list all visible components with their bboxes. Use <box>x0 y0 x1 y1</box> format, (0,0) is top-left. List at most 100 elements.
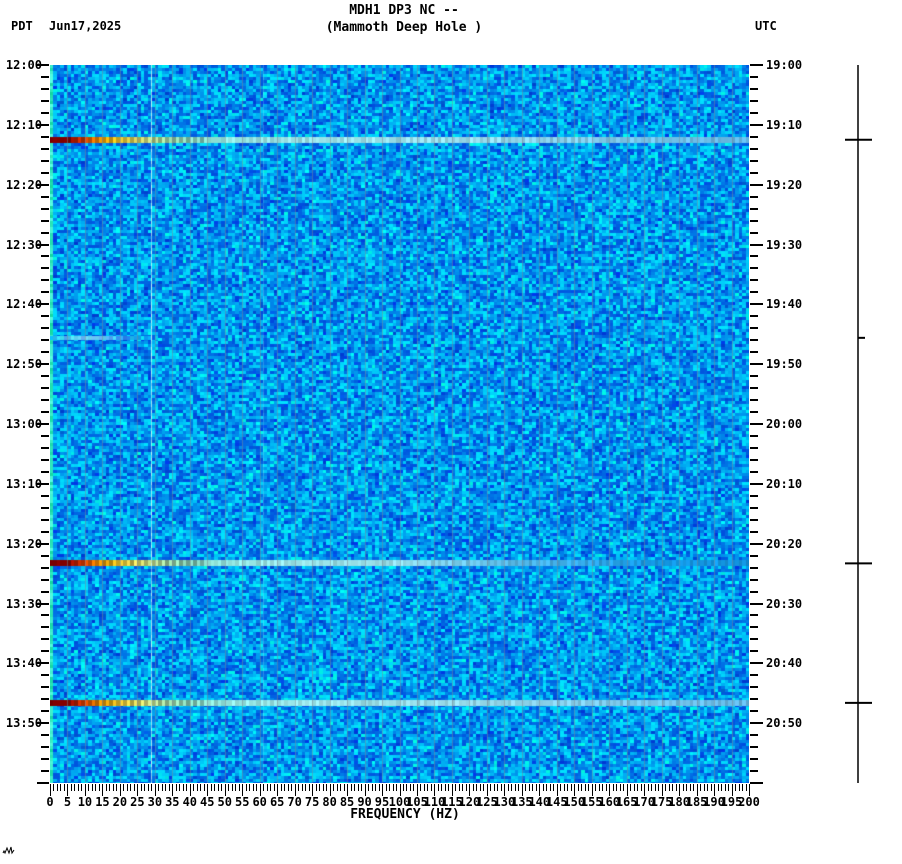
time-tick <box>41 267 49 269</box>
freq-tick <box>749 784 750 796</box>
freq-tick <box>232 784 233 791</box>
freq-label: 10 <box>77 795 93 809</box>
freq-tick <box>218 784 219 791</box>
time-tick <box>41 88 49 90</box>
freq-tick <box>557 784 558 796</box>
freq-tick <box>704 784 705 791</box>
freq-tick <box>728 784 729 791</box>
freq-tick <box>462 784 463 791</box>
freq-tick <box>235 784 236 791</box>
freq-label: 85 <box>339 795 355 809</box>
freq-tick <box>686 784 687 791</box>
time-tick <box>750 603 763 605</box>
freq-tick <box>592 784 593 796</box>
freq-tick <box>546 784 547 791</box>
freq-label: 35 <box>165 795 180 809</box>
time-tick <box>41 208 49 210</box>
time-tick <box>41 291 49 293</box>
amplitude-marker-line <box>845 65 872 783</box>
freq-tick <box>246 784 247 791</box>
freq-tick <box>679 784 680 796</box>
time-tick <box>750 447 758 449</box>
freq-tick <box>655 784 656 791</box>
freq-tick <box>525 784 526 791</box>
freq-tick <box>249 784 250 791</box>
freq-tick <box>400 784 401 796</box>
freq-tick <box>445 784 446 791</box>
time-label: 13:50 <box>5 716 42 730</box>
time-tick <box>41 674 49 676</box>
freq-tick <box>242 784 243 796</box>
time-tick <box>41 698 49 700</box>
freq-tick <box>441 784 442 791</box>
freq-tick <box>518 784 519 791</box>
time-tick <box>750 112 758 114</box>
freq-label: 145 <box>545 795 568 809</box>
freq-tick <box>718 784 719 791</box>
time-tick <box>750 148 758 150</box>
time-label: 13:30 <box>5 597 42 611</box>
freq-tick <box>267 784 268 791</box>
time-label: 12:50 <box>5 357 42 371</box>
freq-tick <box>158 784 159 791</box>
freq-label: 140 <box>528 795 551 809</box>
freq-label: 115 <box>441 795 463 809</box>
freq-label: 130 <box>493 795 516 809</box>
freq-tick <box>309 784 310 791</box>
freq-tick <box>288 784 289 791</box>
time-label: 13:00 <box>5 417 42 431</box>
timezone-right-label: UTC <box>755 19 777 33</box>
time-label: 12:10 <box>5 118 42 132</box>
time-tick <box>37 782 49 784</box>
freq-tick <box>92 784 93 791</box>
time-tick <box>41 100 49 102</box>
freq-tick <box>515 784 516 791</box>
freq-tick <box>386 784 387 791</box>
freq-tick <box>683 784 684 791</box>
freq-tick <box>424 784 425 791</box>
station-title: MDH1 DP3 NC -- <box>349 3 459 18</box>
freq-tick <box>585 784 586 791</box>
spectrogram-canvas <box>50 65 749 783</box>
time-tick <box>750 315 758 317</box>
freq-tick <box>64 784 65 791</box>
freq-tick <box>732 784 733 796</box>
freq-tick <box>529 784 530 791</box>
freq-tick <box>200 784 201 791</box>
time-tick <box>750 363 763 365</box>
freq-tick <box>225 784 226 796</box>
time-tick <box>750 351 758 353</box>
freq-label: 40 <box>182 795 198 809</box>
freq-tick <box>81 784 82 791</box>
time-tick <box>41 519 49 521</box>
time-tick <box>750 124 763 126</box>
freq-tick <box>144 784 145 791</box>
freq-tick <box>438 784 439 791</box>
freq-label: 0 <box>46 795 54 809</box>
freq-tick <box>469 784 470 796</box>
freq-tick <box>183 784 184 791</box>
freq-tick <box>599 784 600 791</box>
freq-tick <box>672 784 673 791</box>
freq-tick <box>564 784 565 791</box>
time-tick <box>41 626 49 628</box>
freq-tick <box>676 784 677 791</box>
freq-tick <box>375 784 376 791</box>
freq-tick <box>186 784 187 791</box>
freq-tick <box>354 784 355 791</box>
freq-tick <box>263 784 264 791</box>
time-tick <box>750 76 758 78</box>
freq-tick <box>410 784 411 791</box>
time-tick <box>41 172 49 174</box>
time-tick <box>41 710 49 712</box>
time-tick <box>750 758 758 760</box>
time-tick <box>750 255 758 257</box>
time-tick <box>750 650 758 652</box>
time-tick <box>750 196 758 198</box>
time-tick <box>41 136 49 138</box>
time-tick <box>750 591 758 593</box>
freq-tick <box>487 784 488 796</box>
time-tick <box>37 64 49 66</box>
time-tick <box>750 208 758 210</box>
time-tick <box>750 662 763 664</box>
